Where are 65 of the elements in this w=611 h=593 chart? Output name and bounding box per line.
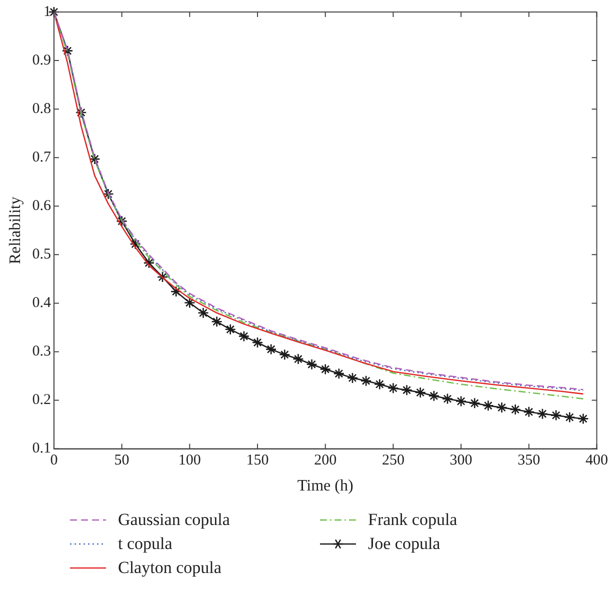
x-tick-label: 0 — [50, 452, 58, 469]
point — [265, 344, 277, 355]
x-tick-label: 250 — [382, 452, 404, 469]
x-tick-label: 200 — [314, 452, 337, 469]
point — [346, 372, 358, 384]
point — [130, 238, 142, 250]
point — [89, 153, 100, 165]
y-tick-label: 0.9 — [32, 52, 51, 68]
x-tick-label: 100 — [178, 452, 201, 469]
x-axis-title: Time (h) — [297, 478, 354, 495]
point — [224, 324, 236, 336]
y-axis-title: Reliability — [6, 196, 24, 264]
point — [455, 396, 467, 407]
point — [211, 316, 222, 328]
y-tick-label: 0.3 — [32, 344, 51, 360]
y-tick-label: 0.7 — [32, 150, 52, 166]
legend-label: Joe copula — [368, 534, 440, 554]
legend-label: Clayton copula — [118, 558, 222, 578]
point — [238, 330, 250, 342]
point — [116, 216, 128, 227]
point — [578, 413, 589, 424]
y-tick-label: 1 — [43, 4, 51, 20]
point — [360, 375, 372, 387]
point — [156, 271, 168, 283]
point — [536, 408, 548, 420]
point — [143, 257, 155, 269]
x-tick-label: 350 — [518, 452, 540, 469]
point — [374, 378, 386, 390]
legend-label: Gaussian copula — [118, 510, 230, 530]
y-tick-label: 0.5 — [32, 246, 51, 263]
point — [496, 402, 508, 414]
point — [401, 384, 412, 396]
y-tick-label: 0.2 — [32, 392, 51, 408]
point — [170, 286, 182, 298]
y-tick-label: 0.6 — [32, 198, 52, 214]
point — [442, 393, 454, 404]
legend-label: Frank copula — [368, 510, 458, 530]
point — [388, 382, 399, 394]
point — [482, 400, 494, 412]
point — [62, 45, 74, 56]
point — [278, 348, 290, 360]
point — [468, 398, 480, 409]
y-tick-label: 0.8 — [32, 101, 51, 118]
point — [198, 307, 209, 319]
point — [333, 368, 345, 380]
x-tick-label: 50 — [114, 452, 130, 469]
point — [306, 358, 318, 370]
y-tick-label: 0.4 — [32, 295, 52, 312]
point — [292, 353, 304, 365]
point — [414, 386, 426, 398]
x-tick-label: 400 — [586, 452, 608, 469]
point — [102, 188, 114, 200]
point — [184, 297, 196, 308]
x-tick-label: 300 — [450, 452, 472, 469]
point — [564, 412, 576, 423]
point — [428, 390, 440, 402]
point — [550, 410, 562, 421]
legend-label: t copula — [118, 534, 172, 554]
point — [523, 406, 535, 418]
x-tick-label: 150 — [246, 452, 269, 469]
point — [252, 336, 264, 348]
y-tick-label: 0.1 — [32, 440, 51, 457]
point — [75, 106, 87, 118]
point — [510, 404, 521, 416]
point — [320, 364, 331, 375]
